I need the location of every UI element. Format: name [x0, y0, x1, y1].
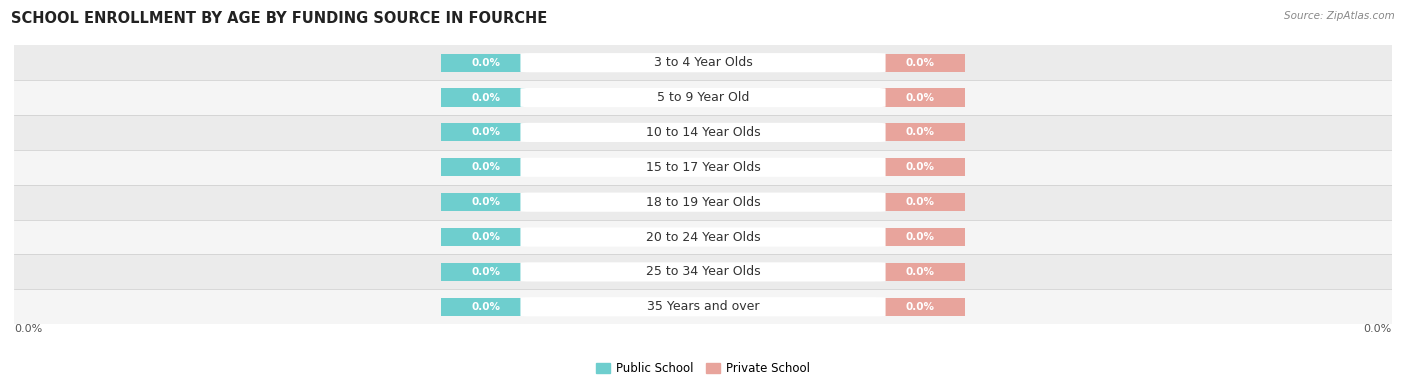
Bar: [14, 45, 1392, 80]
Bar: [441, 298, 531, 316]
FancyBboxPatch shape: [520, 227, 886, 247]
Bar: [875, 123, 965, 141]
Text: 0.0%: 0.0%: [471, 127, 501, 138]
FancyBboxPatch shape: [520, 53, 886, 72]
Text: 0.0%: 0.0%: [471, 58, 501, 68]
Text: 0.0%: 0.0%: [471, 197, 501, 207]
Bar: [875, 54, 965, 72]
Bar: [875, 158, 965, 176]
Text: 0.0%: 0.0%: [905, 232, 935, 242]
Text: 0.0%: 0.0%: [905, 127, 935, 138]
Text: 10 to 14 Year Olds: 10 to 14 Year Olds: [645, 126, 761, 139]
Text: 0.0%: 0.0%: [905, 302, 935, 312]
Text: 0.0%: 0.0%: [471, 162, 501, 172]
Bar: [875, 298, 965, 316]
Bar: [875, 193, 965, 211]
Bar: [14, 254, 1392, 290]
FancyBboxPatch shape: [520, 88, 886, 107]
Bar: [875, 228, 965, 246]
Text: 5 to 9 Year Old: 5 to 9 Year Old: [657, 91, 749, 104]
Bar: [441, 89, 531, 107]
FancyBboxPatch shape: [520, 193, 886, 212]
Legend: Public School, Private School: Public School, Private School: [592, 357, 814, 377]
Bar: [875, 263, 965, 281]
Text: 15 to 17 Year Olds: 15 to 17 Year Olds: [645, 161, 761, 174]
Text: 0.0%: 0.0%: [14, 324, 42, 334]
Text: 0.0%: 0.0%: [905, 58, 935, 68]
FancyBboxPatch shape: [520, 123, 886, 142]
FancyBboxPatch shape: [520, 262, 886, 282]
Text: 0.0%: 0.0%: [471, 302, 501, 312]
Bar: [14, 115, 1392, 150]
Text: 0.0%: 0.0%: [905, 92, 935, 103]
Bar: [875, 89, 965, 107]
Bar: [14, 80, 1392, 115]
Text: 20 to 24 Year Olds: 20 to 24 Year Olds: [645, 231, 761, 244]
Text: 0.0%: 0.0%: [905, 162, 935, 172]
Bar: [14, 219, 1392, 254]
Text: 0.0%: 0.0%: [471, 232, 501, 242]
Bar: [441, 158, 531, 176]
Text: Source: ZipAtlas.com: Source: ZipAtlas.com: [1284, 11, 1395, 21]
Text: 0.0%: 0.0%: [471, 92, 501, 103]
Text: 35 Years and over: 35 Years and over: [647, 300, 759, 313]
Bar: [441, 54, 531, 72]
Bar: [441, 123, 531, 141]
Bar: [14, 290, 1392, 324]
Text: 0.0%: 0.0%: [471, 267, 501, 277]
Text: 3 to 4 Year Olds: 3 to 4 Year Olds: [654, 56, 752, 69]
Text: 25 to 34 Year Olds: 25 to 34 Year Olds: [645, 265, 761, 278]
FancyBboxPatch shape: [520, 158, 886, 177]
Text: 0.0%: 0.0%: [905, 197, 935, 207]
FancyBboxPatch shape: [520, 297, 886, 316]
Bar: [14, 150, 1392, 185]
Text: 0.0%: 0.0%: [1364, 324, 1392, 334]
Bar: [14, 185, 1392, 219]
Text: 0.0%: 0.0%: [905, 267, 935, 277]
Text: 18 to 19 Year Olds: 18 to 19 Year Olds: [645, 196, 761, 208]
Bar: [441, 228, 531, 246]
Bar: [441, 263, 531, 281]
Bar: [441, 193, 531, 211]
Text: SCHOOL ENROLLMENT BY AGE BY FUNDING SOURCE IN FOURCHE: SCHOOL ENROLLMENT BY AGE BY FUNDING SOUR…: [11, 11, 547, 26]
